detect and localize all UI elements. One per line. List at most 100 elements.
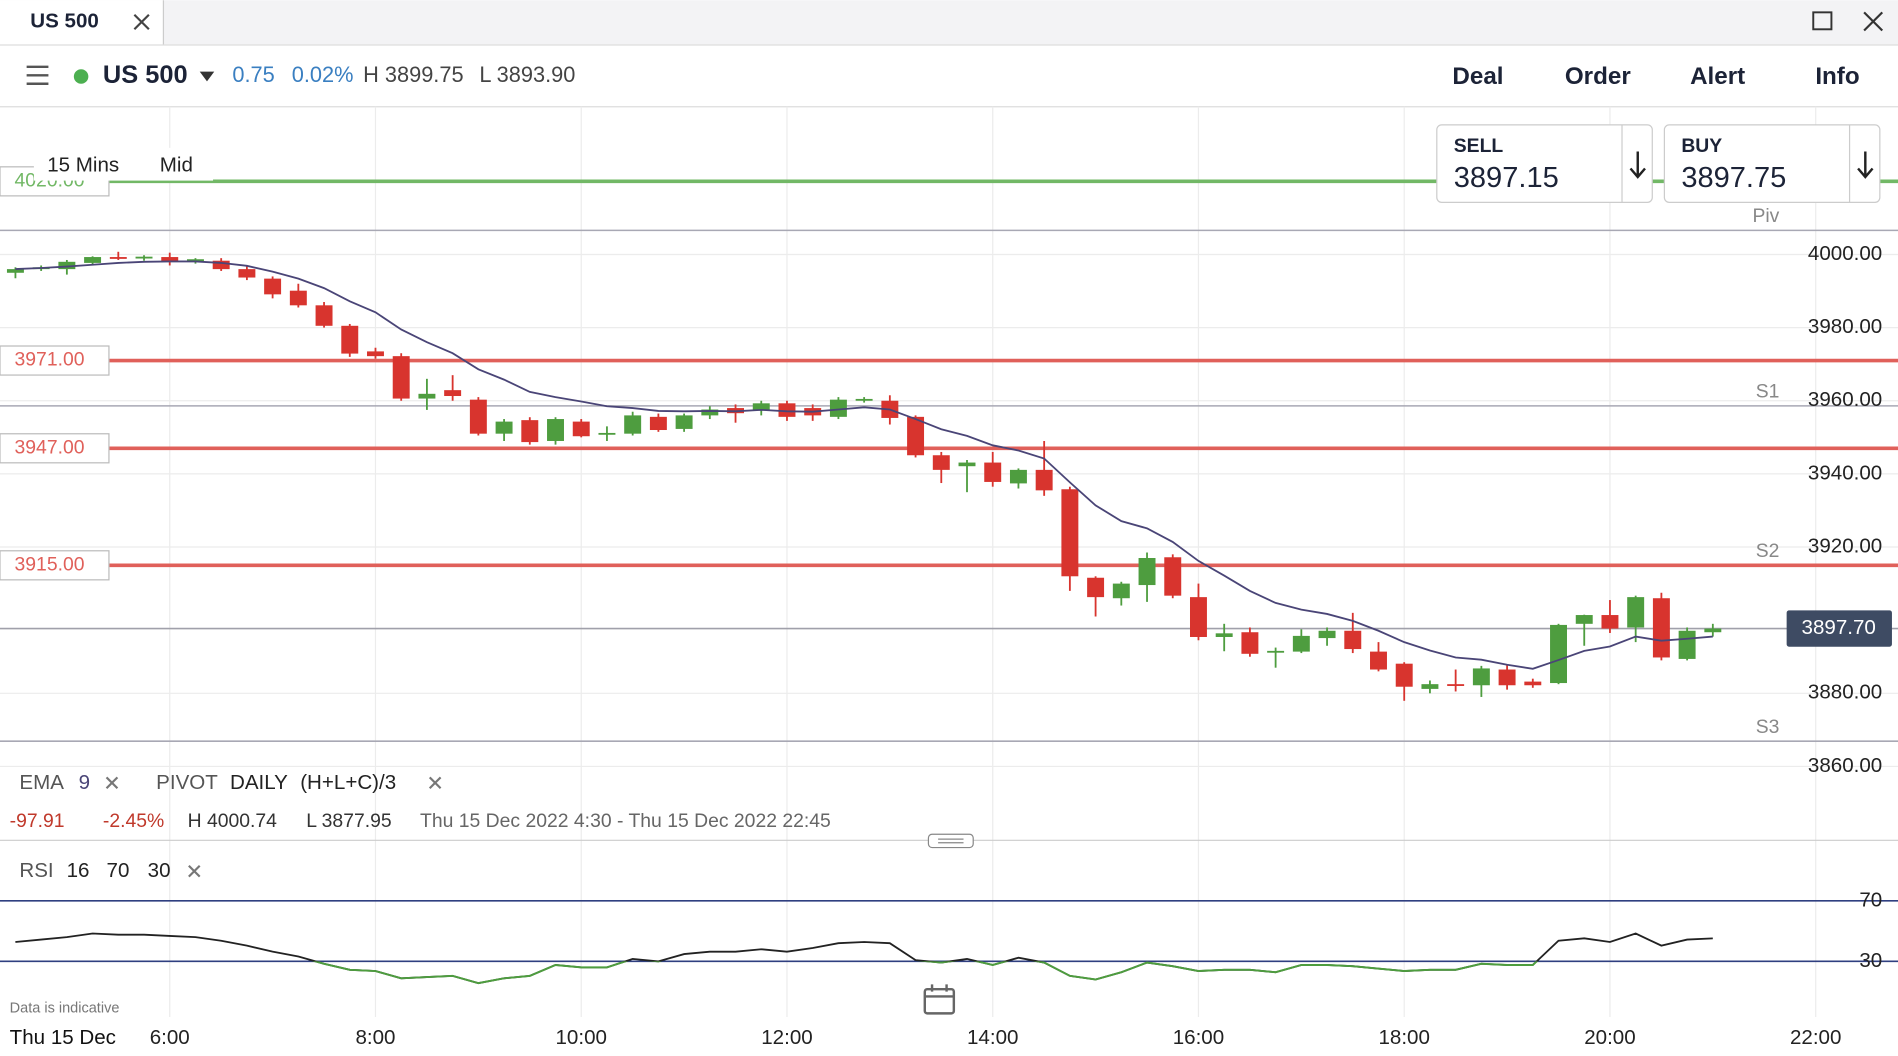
- candle-body: [135, 256, 153, 259]
- candle-body: [1035, 469, 1053, 491]
- resize-handle[interactable]: [927, 833, 974, 849]
- buy-box[interactable]: [1663, 124, 1881, 203]
- last-price-label: 3897.70: [1802, 616, 1876, 639]
- remove-pivot[interactable]: [428, 776, 442, 790]
- candle-body: [289, 290, 307, 306]
- candle-body: [1215, 633, 1233, 637]
- candle-body: [341, 325, 359, 354]
- y-tick-label: 3880.00: [1808, 681, 1882, 704]
- grid: [0, 106, 1898, 1018]
- candle-body: [1704, 628, 1722, 633]
- calendar[interactable]: [923, 984, 956, 1015]
- candle-body: [186, 259, 204, 262]
- calendar-frame[interactable]: [923, 987, 956, 1015]
- tab-close[interactable]: [133, 13, 150, 31]
- y-tick-label: 3940.00: [1808, 461, 1882, 484]
- period-high: H 4000.74: [188, 810, 278, 832]
- deal[interactable]: Deal: [1452, 63, 1503, 90]
- candle-body: [444, 390, 462, 397]
- x-tick-label: 16:00: [1173, 1026, 1224, 1049]
- close-window[interactable]: [1863, 11, 1884, 32]
- rsi-upper: 70: [107, 859, 130, 882]
- candle-body: [315, 305, 333, 326]
- period-low: L 3877.95: [306, 810, 391, 832]
- candle-body: [1189, 597, 1207, 637]
- y-tick-label: 3920.00: [1808, 534, 1882, 557]
- remove-rsi[interactable]: [188, 864, 201, 878]
- y-tick-label: 3960.00: [1808, 388, 1882, 411]
- candle-body: [1395, 663, 1413, 687]
- ema-label: EMA: [19, 771, 64, 794]
- level-tag: [0, 345, 110, 376]
- candle-body: [752, 403, 770, 411]
- buy-label[interactable]: BUY: [1681, 135, 1722, 157]
- period-change: -97.91: [10, 810, 65, 832]
- sell-arrow[interactable]: [1629, 151, 1646, 179]
- candle-body: [1447, 684, 1465, 686]
- candle-body: [1267, 650, 1285, 653]
- candle-body: [1498, 669, 1516, 686]
- change: 0.75: [232, 62, 274, 87]
- high: H 3899.75: [363, 62, 463, 87]
- sell-box[interactable]: [1436, 124, 1653, 203]
- interval[interactable]: 15 Mins: [47, 154, 119, 177]
- pivot-label: S3: [1756, 716, 1780, 738]
- x-tick-label: 10:00: [555, 1026, 606, 1049]
- y-tick-label: 3860.00: [1808, 754, 1882, 777]
- alert[interactable]: Alert: [1690, 63, 1745, 90]
- candle-body: [1318, 630, 1336, 639]
- candle-body: [855, 398, 873, 401]
- remove-ema[interactable]: [105, 776, 119, 790]
- candle-body: [418, 393, 436, 399]
- tab-title[interactable]: US 500: [30, 9, 99, 32]
- pivot-label: PIVOT: [156, 771, 218, 794]
- x-tick-label: 8:00: [355, 1026, 395, 1049]
- tab[interactable]: [0, 0, 164, 46]
- price-type[interactable]: Mid: [160, 154, 193, 177]
- candle-body: [984, 462, 1002, 482]
- candle-body: [624, 415, 642, 434]
- candle-body: [109, 257, 127, 259]
- sell-price[interactable]: 3897.15: [1454, 162, 1559, 194]
- rsi-line-oversold: [311, 961, 1539, 985]
- buy-arrow[interactable]: [1857, 151, 1874, 179]
- instrument[interactable]: US 500: [103, 61, 188, 89]
- date-label: Thu 15 Dec: [10, 1026, 116, 1049]
- candle-body: [367, 351, 384, 357]
- period-range: Thu 15 Dec 2022 4:30 - Thu 15 Dec 2022 2…: [420, 810, 831, 832]
- level-label: 3915.00: [15, 553, 85, 575]
- order[interactable]: Order: [1565, 63, 1631, 90]
- calendar-rings[interactable]: [924, 984, 954, 998]
- maximize[interactable]: [1812, 11, 1833, 31]
- pivot-label: S1: [1756, 381, 1780, 403]
- candle-body: [1627, 597, 1645, 628]
- dropdown[interactable]: [199, 71, 215, 82]
- low: L 3893.90: [479, 62, 575, 87]
- level-label: 3947.00: [15, 436, 85, 458]
- pivot-label: Piv: [1752, 205, 1779, 227]
- candle-body: [1421, 684, 1439, 689]
- rsi-tick-label: 70: [1859, 888, 1882, 911]
- x-tick-label: 20:00: [1584, 1026, 1635, 1049]
- y-tick-label: 4000.00: [1808, 242, 1882, 265]
- pivot-period: DAILY: [230, 771, 288, 794]
- level-tag: [0, 433, 110, 464]
- candle-body: [907, 416, 925, 456]
- candle-body: [1550, 624, 1567, 684]
- rsi-label: RSI: [19, 859, 53, 882]
- x-tick-label: 12:00: [761, 1026, 812, 1049]
- x-tick-label: 22:00: [1790, 1026, 1841, 1049]
- period-change-pct: -2.45%: [103, 810, 164, 832]
- buy-price[interactable]: 3897.75: [1681, 162, 1786, 194]
- menu[interactable]: [26, 65, 49, 85]
- candle-body: [649, 416, 667, 431]
- info[interactable]: Info: [1815, 63, 1859, 90]
- handle-grip: [938, 838, 964, 844]
- sell-label[interactable]: SELL: [1454, 135, 1504, 157]
- candle-body: [58, 261, 76, 270]
- candle-body: [1241, 632, 1259, 654]
- candle-body: [598, 432, 616, 435]
